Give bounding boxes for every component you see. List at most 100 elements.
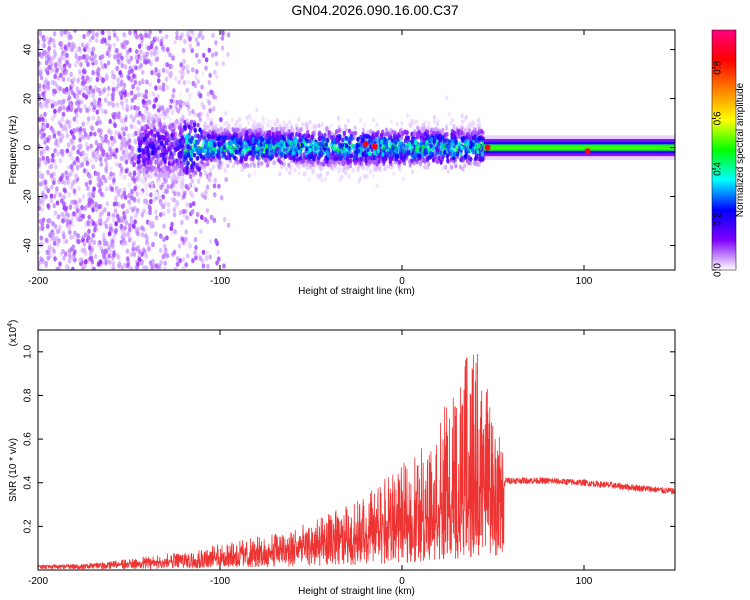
band-cell: [448, 151, 452, 157]
noise-cell: [166, 108, 171, 114]
noise-cell: [62, 187, 67, 193]
noise-cell: [194, 74, 198, 80]
band-cell: [159, 140, 164, 146]
noise-cell: [122, 32, 126, 38]
noise-cell: [92, 54, 97, 60]
noise-cell: [140, 225, 144, 231]
band-cell: [261, 120, 266, 126]
noise-cell: [144, 32, 149, 38]
band-cell: [388, 159, 392, 164]
band-cell: [376, 130, 380, 135]
noise-cell: [207, 47, 212, 53]
noise-cell: [81, 234, 86, 240]
noise-cell: [101, 192, 105, 198]
band-cell: [264, 143, 269, 149]
noise-cell: [132, 132, 136, 138]
noise-cell: [183, 38, 187, 45]
noise-cell: [106, 247, 110, 253]
noise-cell: [58, 41, 62, 47]
band-cell: [425, 165, 430, 170]
band-cell: [268, 143, 272, 149]
band-cell: [348, 158, 352, 164]
noise-cell: [91, 46, 96, 52]
noise-cell: [142, 208, 146, 214]
band-cell: [288, 150, 292, 156]
noise-cell: [168, 73, 173, 79]
band-cell: [310, 134, 314, 140]
band-cell: [206, 133, 210, 139]
noise-cell: [65, 218, 70, 224]
noise-cell: [73, 230, 77, 236]
noise-cell: [139, 41, 144, 47]
band-cell: [142, 149, 146, 155]
noise-cell: [181, 256, 186, 262]
noise-cell: [182, 193, 186, 200]
noise-cell: [62, 105, 66, 111]
noise-cell: [44, 193, 48, 200]
noise-cell: [211, 106, 216, 112]
noise-cell: [102, 241, 107, 247]
noise-cell: [170, 231, 175, 237]
band-cell: [162, 121, 166, 127]
noise-cell: [39, 75, 44, 81]
band-cell: [220, 131, 224, 137]
noise-cell: [58, 105, 63, 112]
band-cell: [423, 158, 427, 164]
band-cell: [446, 168, 450, 174]
noise-cell: [212, 192, 217, 198]
band-cell: [369, 137, 373, 143]
noise-cell: [69, 104, 74, 111]
band-cell: [256, 160, 261, 166]
band-cell: [236, 159, 241, 165]
band-cell: [192, 183, 196, 189]
noise-cell: [38, 69, 41, 75]
noise-cell: [189, 190, 193, 196]
noise-cell: [129, 90, 134, 96]
band-cell: [265, 149, 269, 155]
noise-cell: [85, 54, 90, 60]
noise-cell: [84, 152, 89, 158]
noise-cell: [82, 127, 87, 134]
noise-cell: [196, 41, 200, 47]
noise-cell: [55, 67, 59, 73]
band-cell: [136, 191, 141, 197]
noise-cell: [171, 54, 176, 60]
noise-cell: [72, 116, 77, 122]
noise-cell: [127, 153, 131, 159]
noise-cell: [74, 173, 79, 179]
noise-cell: [133, 185, 138, 192]
noise-cell: [98, 186, 103, 192]
noise-cell: [112, 32, 117, 38]
noise-cell: [45, 35, 50, 41]
noise-cell: [111, 87, 116, 93]
band-cell: [450, 117, 454, 123]
noise-cell: [78, 212, 83, 218]
noise-cell: [52, 43, 57, 49]
band-cell: [333, 162, 337, 168]
noise-cell: [61, 218, 65, 224]
noise-cell: [60, 50, 65, 56]
noise-cell: [201, 263, 206, 269]
noise-cell: [107, 155, 112, 161]
noise-cell: [140, 212, 145, 218]
band-cell: [280, 164, 284, 170]
noise-cell: [104, 223, 109, 229]
noise-cell: [100, 136, 105, 142]
noise-cell: [192, 200, 196, 206]
noise-cell: [80, 247, 85, 253]
band-cell: [477, 135, 482, 141]
band-cell: [195, 147, 199, 153]
noise-cell: [44, 263, 48, 269]
band-cell: [271, 160, 275, 165]
band-cell: [138, 142, 142, 148]
noise-cell: [52, 88, 57, 94]
noise-cell: [182, 79, 187, 86]
noise-cell: [208, 108, 212, 114]
band-cell: [230, 135, 234, 141]
noise-cell: [76, 149, 80, 155]
noise-cell: [105, 201, 110, 207]
noise-cell: [110, 141, 115, 147]
band-cell: [185, 165, 189, 171]
noise-cell: [129, 55, 134, 61]
noise-cell: [171, 55, 175, 61]
